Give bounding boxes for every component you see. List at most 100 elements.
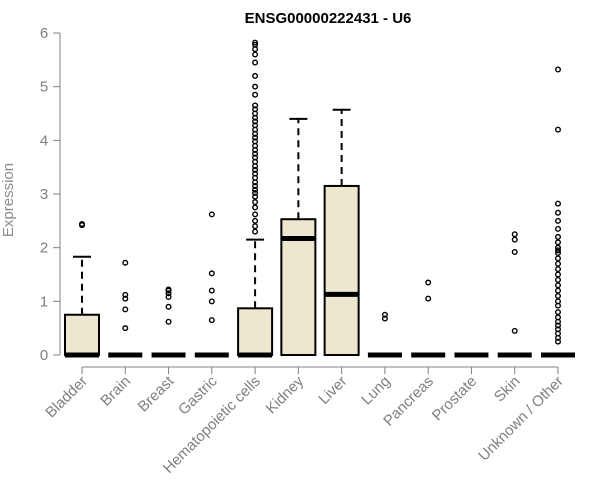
box (237, 307, 274, 356)
outlier-point (555, 298, 562, 305)
outlier-point (252, 118, 259, 125)
outlier-point (252, 223, 259, 230)
box-group (64, 221, 100, 358)
outlier-point (252, 59, 259, 66)
outlier-point (511, 248, 518, 255)
box (280, 218, 317, 356)
outlier-point (252, 228, 259, 235)
outlier-point (555, 66, 562, 73)
outlier-point (252, 189, 259, 196)
outlier-point (122, 295, 129, 302)
outlier-point (555, 260, 562, 267)
outlier-point (122, 325, 129, 332)
outlier-point (252, 182, 259, 189)
y-axis-label: Expression (0, 163, 17, 237)
chart-title: ENSG00000222431 - U6 (245, 10, 412, 27)
outlier-point (555, 314, 562, 321)
outlier-point (208, 317, 215, 324)
outlier-point (122, 306, 129, 313)
outlier-point (252, 41, 259, 48)
box-group (541, 66, 575, 358)
box-group (151, 286, 186, 358)
outlier-point (208, 287, 215, 294)
box-group (367, 311, 402, 358)
outlier-point (555, 282, 562, 289)
x-tick-label: Breast (135, 372, 178, 415)
outlier-point (555, 209, 562, 216)
x-tick-label: Kidney (263, 372, 308, 417)
outlier-point (555, 326, 562, 333)
outlier-point (555, 292, 562, 299)
outlier-point (252, 193, 259, 200)
outlier-point (252, 134, 259, 141)
outlier-point (252, 211, 259, 218)
box-group (280, 117, 317, 356)
outlier-point (555, 247, 562, 254)
outlier-point (511, 231, 518, 238)
outlier-point (165, 318, 172, 325)
y-tick-label: 4 (40, 132, 48, 149)
outlier-point (165, 294, 172, 301)
outlier-point (555, 225, 562, 232)
outlier-point (165, 286, 172, 293)
outlier-point (252, 138, 259, 145)
outlier-point (252, 166, 259, 173)
outlier-point (555, 255, 562, 262)
outlier-point (555, 322, 562, 329)
outlier-point (252, 51, 259, 58)
box (64, 313, 100, 356)
outlier-point (381, 315, 388, 322)
box-group (194, 211, 229, 358)
outlier-point (252, 106, 259, 113)
outlier-point (511, 327, 518, 334)
y-tick-label: 1 (40, 293, 48, 310)
outlier-point (208, 211, 215, 218)
outlier-point (252, 204, 259, 211)
outlier-point (252, 122, 259, 129)
box-group (237, 39, 274, 358)
outlier-point (555, 244, 562, 251)
x-tick-label: Brain (97, 373, 134, 410)
outlier-point (252, 72, 259, 79)
outlier-point (165, 303, 172, 310)
outlier-point (555, 271, 562, 278)
outlier-point (555, 338, 562, 345)
outlier-point (252, 199, 259, 206)
outlier-point (555, 233, 562, 240)
outlier-point (425, 295, 432, 302)
outlier-point (252, 217, 259, 224)
y-tick-label: 3 (40, 186, 48, 203)
outlier-point (252, 83, 259, 90)
outlier-point (555, 266, 562, 273)
x-tick-label: Liver (315, 373, 350, 408)
outlier-point (555, 276, 562, 283)
outlier-point (555, 250, 562, 257)
outlier-point (252, 102, 259, 109)
outlier-point (165, 290, 172, 297)
box-group (497, 231, 532, 358)
box (323, 184, 360, 356)
outlier-point (555, 217, 562, 224)
y-tick-label: 6 (40, 25, 48, 42)
y-tick-label: 0 (40, 347, 48, 364)
outlier-point (78, 221, 85, 228)
outlier-point (122, 259, 129, 266)
x-tick-label: Prostate (429, 373, 481, 425)
outlier-point (208, 298, 215, 305)
outlier-point (425, 279, 432, 286)
outlier-point (252, 91, 259, 98)
outlier-point (122, 291, 129, 298)
outlier-point (555, 309, 562, 316)
y-tick-label: 2 (40, 240, 48, 257)
y-tick-label: 5 (40, 79, 48, 96)
outlier-point (208, 270, 215, 277)
x-tick-label: Lung (358, 373, 394, 409)
outlier-point (555, 200, 562, 207)
outlier-point (252, 39, 259, 46)
x-tick-label: Bladder (42, 373, 91, 422)
outlier-point (555, 126, 562, 133)
outlier-point (555, 239, 562, 246)
outlier-point (252, 150, 259, 157)
